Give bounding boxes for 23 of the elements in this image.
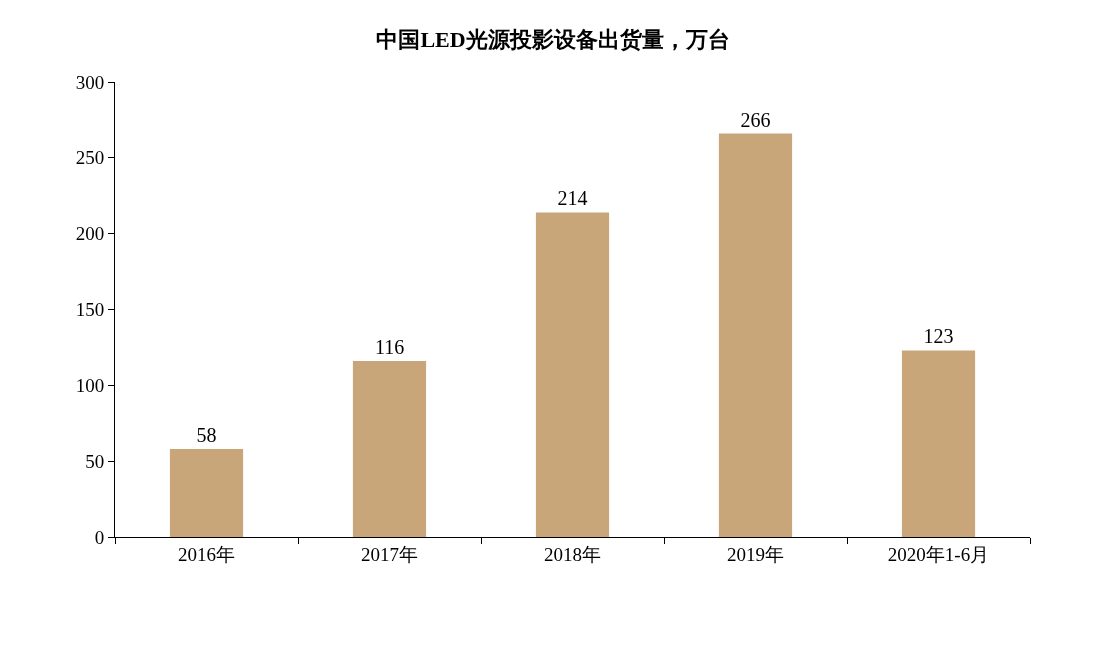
x-tick-label: 2018年 xyxy=(544,543,601,565)
y-tick-label: 100 xyxy=(75,374,105,396)
data-label: 214 xyxy=(557,187,588,210)
y-tick-label: 200 xyxy=(75,223,105,245)
bar xyxy=(718,133,793,537)
bar xyxy=(352,361,427,537)
bar xyxy=(535,212,610,537)
chart-title: 中国LED光源投影设备出货量，万台 xyxy=(376,26,730,52)
y-tick-label: 250 xyxy=(75,147,105,169)
x-tick-label: 2017年 xyxy=(361,543,418,565)
y-tick-label: 50 xyxy=(85,450,105,472)
x-tick-label: 2020年1-6月 xyxy=(887,543,990,565)
y-tick-label: 0 xyxy=(94,526,105,548)
bar xyxy=(169,449,244,537)
data-label: 266 xyxy=(740,108,771,131)
y-tick-label: 150 xyxy=(75,299,105,321)
data-label: 116 xyxy=(374,336,405,359)
data-label: 123 xyxy=(923,325,954,348)
y-tick-label: 300 xyxy=(75,71,105,93)
data-label: 58 xyxy=(196,424,217,447)
x-tick-label: 2016年 xyxy=(178,543,235,565)
bar xyxy=(901,350,976,537)
x-tick-label: 2019年 xyxy=(727,543,784,565)
